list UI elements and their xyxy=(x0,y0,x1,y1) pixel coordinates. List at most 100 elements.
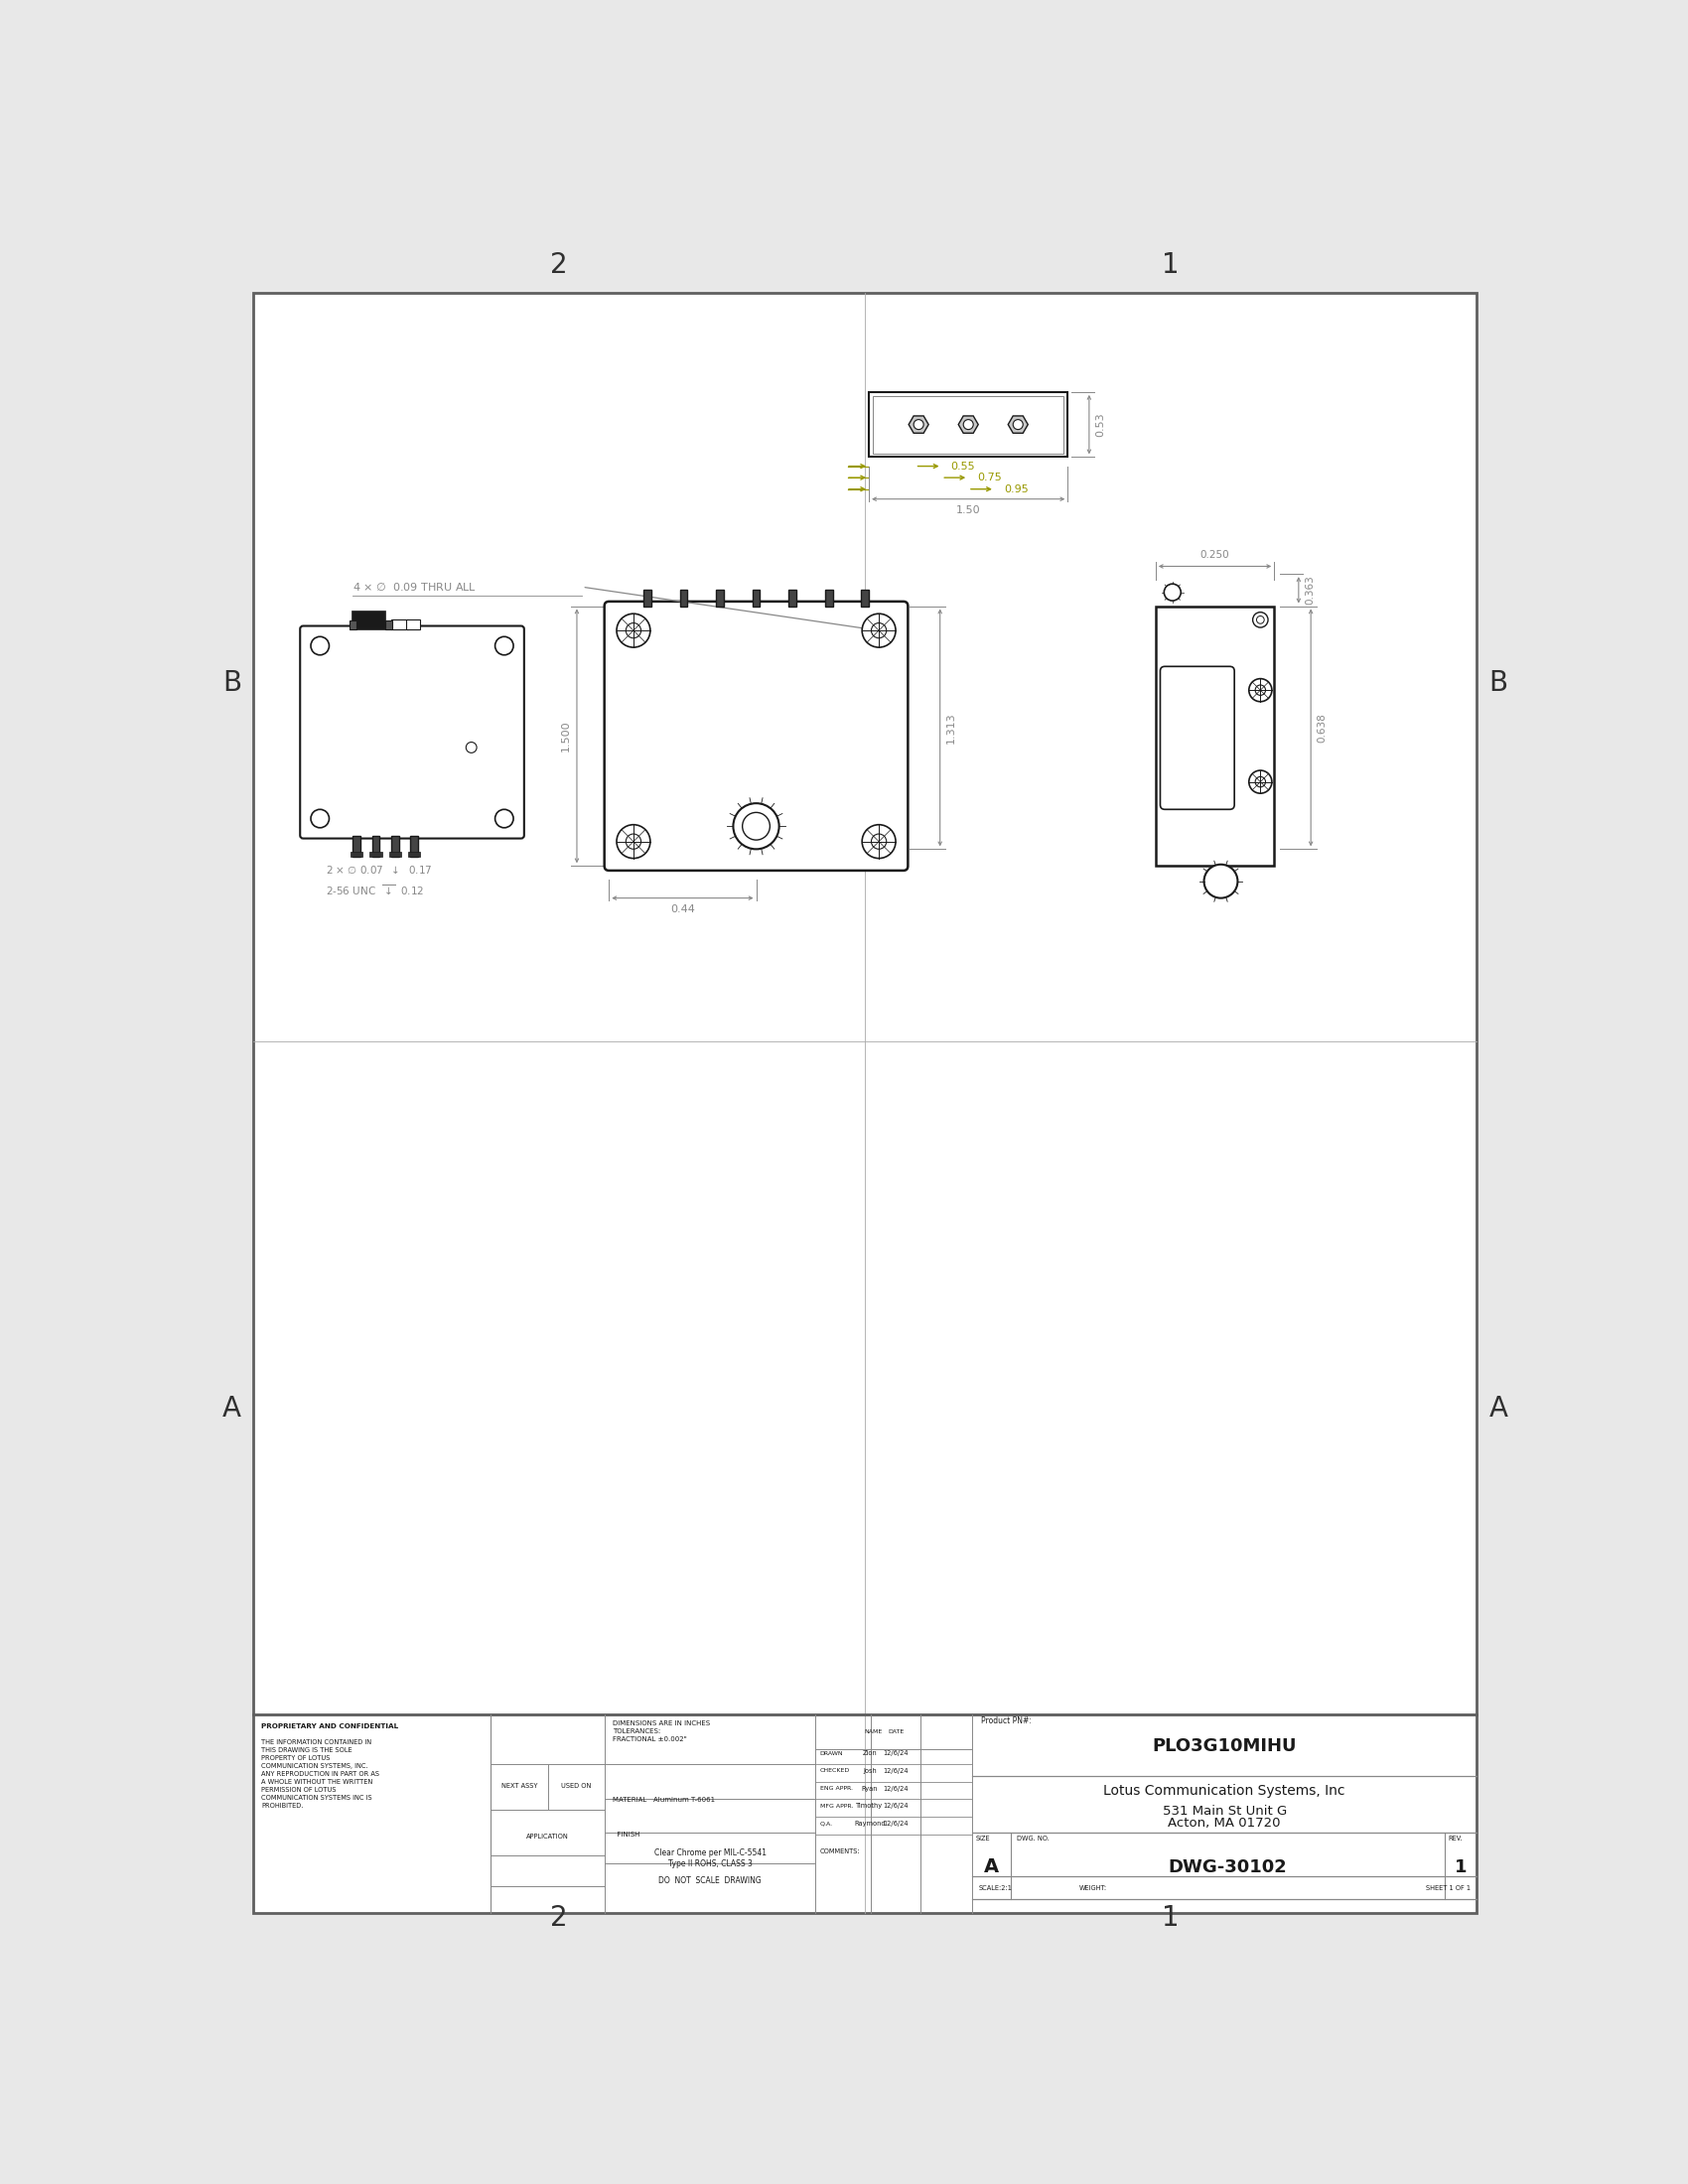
Text: NAME: NAME xyxy=(864,1730,883,1734)
Text: PROPRIETARY AND CONFIDENTIAL: PROPRIETARY AND CONFIDENTIAL xyxy=(262,1723,398,1730)
FancyBboxPatch shape xyxy=(300,627,523,839)
Text: 531 Main St Unit G: 531 Main St Unit G xyxy=(1163,1804,1286,1817)
Text: 2: 2 xyxy=(550,251,569,280)
Text: DWG. NO.: DWG. NO. xyxy=(1016,1835,1050,1841)
Text: CHECKED: CHECKED xyxy=(820,1769,851,1773)
Text: 0.53: 0.53 xyxy=(1096,413,1106,437)
Bar xyxy=(407,620,420,629)
Circle shape xyxy=(1256,686,1266,695)
Circle shape xyxy=(616,614,650,646)
Circle shape xyxy=(1013,419,1023,430)
Text: DRAWN: DRAWN xyxy=(820,1752,844,1756)
Bar xyxy=(353,612,385,629)
Bar xyxy=(408,852,420,856)
Text: Ryan: Ryan xyxy=(861,1787,878,1791)
Circle shape xyxy=(626,622,641,638)
Text: 0.44: 0.44 xyxy=(670,904,695,915)
Circle shape xyxy=(311,638,329,655)
Text: 2 × $\varnothing$ 0.07  $\downarrow$  0.17: 2 × $\varnothing$ 0.07 $\downarrow$ 0.17 xyxy=(326,865,432,876)
FancyBboxPatch shape xyxy=(1160,666,1234,810)
Bar xyxy=(788,590,797,605)
Bar xyxy=(351,852,363,856)
Text: A: A xyxy=(1489,1396,1507,1422)
Text: COMMENTS:: COMMENTS: xyxy=(820,1848,861,1854)
Circle shape xyxy=(1252,612,1268,627)
Text: 0.250: 0.250 xyxy=(1200,550,1229,561)
Circle shape xyxy=(626,834,641,850)
Text: 0.95: 0.95 xyxy=(1004,485,1028,494)
Circle shape xyxy=(495,638,513,655)
Bar xyxy=(370,852,381,856)
Text: 0.75: 0.75 xyxy=(977,472,1003,483)
Text: APPLICATION: APPLICATION xyxy=(527,1835,569,1839)
Bar xyxy=(873,395,1063,454)
Text: Lotus Communication Systems, Inc: Lotus Communication Systems, Inc xyxy=(1104,1784,1345,1797)
Bar xyxy=(353,834,361,856)
Circle shape xyxy=(871,834,886,850)
Circle shape xyxy=(1204,865,1237,898)
Circle shape xyxy=(311,810,329,828)
Bar xyxy=(388,852,402,856)
Text: Q.A.: Q.A. xyxy=(820,1821,832,1826)
Bar xyxy=(371,834,380,856)
Bar xyxy=(385,620,393,629)
Text: DO  NOT  SCALE  DRAWING: DO NOT SCALE DRAWING xyxy=(658,1876,761,1885)
Text: THE INFORMATION CONTAINED IN
THIS DRAWING IS THE SOLE
PROPERTY OF LOTUS
COMMUNIC: THE INFORMATION CONTAINED IN THIS DRAWIN… xyxy=(262,1738,380,1808)
Text: 1.313: 1.313 xyxy=(947,712,955,743)
Text: 0.55: 0.55 xyxy=(950,461,976,472)
Bar xyxy=(861,590,869,605)
Circle shape xyxy=(863,614,896,646)
Text: Zion: Zion xyxy=(863,1749,878,1756)
Bar xyxy=(1156,605,1274,865)
Circle shape xyxy=(495,810,513,828)
Text: MFG APPR.: MFG APPR. xyxy=(820,1804,852,1808)
Text: B: B xyxy=(1489,668,1507,697)
Text: REV.: REV. xyxy=(1448,1835,1463,1841)
Circle shape xyxy=(964,419,974,430)
Circle shape xyxy=(1249,771,1271,793)
Text: DATE: DATE xyxy=(888,1730,903,1734)
Text: 0.638: 0.638 xyxy=(1317,712,1327,743)
Text: 2: 2 xyxy=(550,1904,569,1933)
Circle shape xyxy=(1165,583,1182,601)
Circle shape xyxy=(863,826,896,858)
Bar xyxy=(680,590,687,605)
Text: FINISH: FINISH xyxy=(613,1832,640,1837)
Circle shape xyxy=(913,419,923,430)
Text: 1: 1 xyxy=(1455,1859,1467,1876)
Text: 1.50: 1.50 xyxy=(955,505,981,515)
Circle shape xyxy=(616,826,650,858)
Text: WEIGHT:: WEIGHT: xyxy=(1079,1885,1107,1891)
Text: 12/6/24: 12/6/24 xyxy=(883,1804,908,1808)
Text: 1: 1 xyxy=(1161,251,1180,280)
Bar xyxy=(869,393,1069,456)
Circle shape xyxy=(466,743,476,753)
Text: SHEET 1 OF 1: SHEET 1 OF 1 xyxy=(1426,1885,1470,1891)
Bar xyxy=(825,590,832,605)
Circle shape xyxy=(1256,778,1266,786)
Bar xyxy=(392,620,408,629)
Text: 0.363: 0.363 xyxy=(1305,574,1315,605)
Text: USED ON: USED ON xyxy=(562,1782,591,1789)
Circle shape xyxy=(1256,616,1264,625)
Text: Timothy: Timothy xyxy=(856,1804,883,1808)
Bar xyxy=(643,590,652,605)
Circle shape xyxy=(733,804,780,850)
Text: 12/6/24: 12/6/24 xyxy=(883,1821,908,1826)
Circle shape xyxy=(1249,679,1271,701)
Text: NEXT ASSY: NEXT ASSY xyxy=(501,1782,537,1789)
Text: A: A xyxy=(984,1859,999,1876)
Circle shape xyxy=(743,812,770,841)
Text: Product PN#:: Product PN#: xyxy=(981,1717,1031,1725)
FancyBboxPatch shape xyxy=(604,601,908,871)
Bar xyxy=(716,590,724,605)
Text: SCALE:2:1: SCALE:2:1 xyxy=(979,1885,1011,1891)
Text: Clear Chrome per MIL-C-5541
Type II ROHS, CLASS 3: Clear Chrome per MIL-C-5541 Type II ROHS… xyxy=(655,1848,766,1867)
Bar xyxy=(349,620,356,629)
Text: 1.500: 1.500 xyxy=(560,721,571,751)
Text: DIMENSIONS ARE IN INCHES
TOLERANCES:
FRACTIONAL ±0.002": DIMENSIONS ARE IN INCHES TOLERANCES: FRA… xyxy=(613,1721,711,1743)
Text: SIZE: SIZE xyxy=(976,1835,991,1841)
Text: 12/6/24: 12/6/24 xyxy=(883,1769,908,1773)
Text: 1: 1 xyxy=(1161,1904,1180,1933)
Circle shape xyxy=(871,622,886,638)
